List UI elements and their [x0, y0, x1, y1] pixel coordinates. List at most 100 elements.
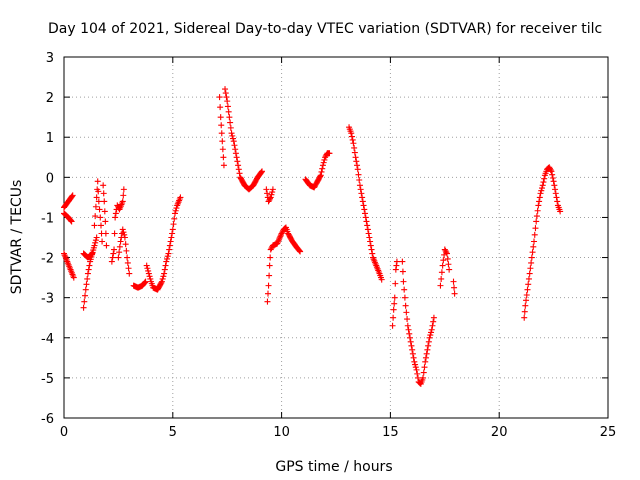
data-point — [125, 265, 132, 272]
data-point — [165, 250, 172, 257]
data-point — [161, 270, 168, 277]
data-point — [422, 358, 429, 365]
data-point — [166, 242, 173, 249]
data-point — [89, 250, 96, 257]
data-point — [92, 213, 99, 220]
data-point — [412, 361, 419, 368]
data-point — [361, 206, 368, 213]
data-point — [451, 284, 458, 291]
data-point — [167, 238, 174, 245]
data-point — [348, 133, 355, 140]
data-point — [352, 154, 359, 161]
data-point — [359, 198, 366, 205]
data-point — [82, 286, 89, 293]
data-point — [426, 334, 433, 341]
data-point — [227, 119, 234, 126]
data-point — [412, 364, 419, 371]
data-point — [266, 262, 273, 269]
data-point — [80, 304, 87, 311]
x-axis-label: GPS time / hours — [275, 459, 392, 475]
data-point — [413, 366, 420, 373]
data-point — [227, 124, 234, 131]
data-point — [222, 90, 229, 97]
data-point — [95, 188, 102, 195]
data-point — [524, 286, 531, 293]
data-point — [231, 142, 238, 149]
data-point — [110, 250, 117, 257]
y-tick-label: 2 — [46, 91, 54, 106]
data-point — [173, 205, 180, 212]
data-point — [404, 316, 411, 323]
x-tick-label: 0 — [60, 425, 68, 440]
data-point — [160, 273, 167, 280]
data-point — [450, 278, 457, 285]
data-point — [317, 172, 324, 179]
data-point — [266, 197, 273, 204]
data-point — [351, 149, 358, 156]
data-point — [525, 275, 532, 282]
data-point — [103, 242, 110, 249]
data-point — [146, 273, 153, 280]
data-point — [220, 162, 227, 169]
data-point — [364, 226, 371, 233]
x-tick-label: 25 — [600, 425, 617, 440]
data-point — [429, 322, 436, 329]
data-point — [88, 251, 95, 258]
data-point — [264, 298, 271, 305]
data-point — [399, 258, 406, 265]
y-tick-label: 3 — [46, 51, 54, 66]
data-point — [220, 154, 227, 161]
data-point — [274, 240, 281, 247]
data-point — [93, 234, 100, 241]
data-point — [430, 318, 437, 325]
data-point — [163, 255, 170, 262]
data-point — [552, 190, 559, 197]
data-point — [269, 189, 276, 196]
data-point — [409, 346, 416, 353]
data-point — [158, 278, 165, 285]
data-point — [277, 233, 284, 240]
data-point — [538, 185, 545, 192]
data-point — [68, 218, 75, 225]
data-point — [532, 225, 539, 232]
data-point — [349, 136, 356, 143]
data-point — [97, 214, 104, 221]
data-point — [368, 246, 375, 253]
data-point — [549, 175, 556, 182]
x-tick-label: 10 — [273, 425, 290, 440]
data-point — [366, 234, 373, 241]
data-point — [123, 247, 130, 254]
data-point — [120, 186, 127, 193]
data-point — [95, 198, 102, 205]
data-point — [438, 269, 445, 276]
data-point — [541, 175, 548, 182]
data-point — [357, 186, 364, 193]
data-point — [408, 342, 415, 349]
data-point — [350, 140, 357, 147]
axis-ticks: 0 5 10 15 20 25 -6 -5 -4 -3 -2 -1 0 1 2 3 — [41, 51, 616, 440]
data-point — [391, 294, 398, 301]
data-point — [443, 249, 450, 256]
data-point — [219, 146, 226, 153]
data-point — [523, 297, 530, 304]
data-point — [145, 267, 152, 274]
data-point — [97, 222, 104, 229]
data-point — [430, 314, 437, 321]
data-point — [321, 156, 328, 163]
data-point — [122, 241, 129, 248]
data-point — [120, 229, 127, 236]
data-point — [529, 249, 536, 256]
data-point — [230, 135, 237, 142]
data-point — [437, 282, 444, 289]
data-point — [232, 146, 239, 153]
data-point — [550, 178, 557, 185]
data-point — [521, 314, 528, 321]
data-point — [236, 170, 243, 177]
data-point — [409, 350, 416, 357]
data-point — [404, 322, 411, 329]
data-point — [531, 231, 538, 238]
data-point — [96, 206, 103, 213]
data-point — [425, 338, 432, 345]
data-point — [223, 94, 230, 101]
y-tick-label: -5 — [41, 372, 54, 387]
